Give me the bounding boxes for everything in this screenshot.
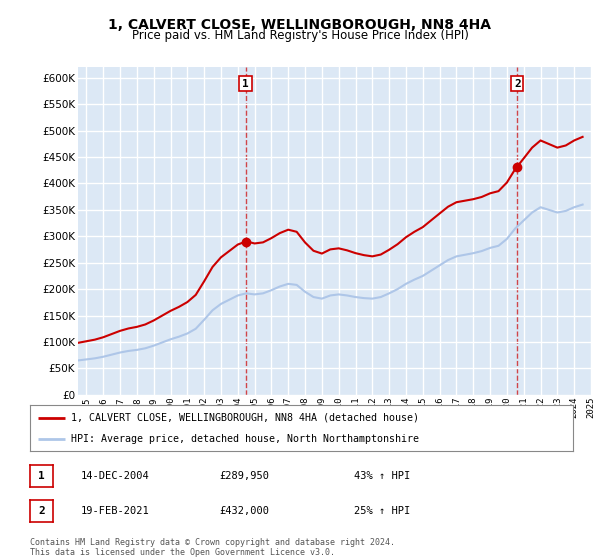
Text: 1, CALVERT CLOSE, WELLINGBOROUGH, NN8 4HA (detached house): 1, CALVERT CLOSE, WELLINGBOROUGH, NN8 4H… [71,413,419,423]
Text: 2: 2 [514,78,521,88]
Text: Contains HM Land Registry data © Crown copyright and database right 2024.
This d: Contains HM Land Registry data © Crown c… [30,538,395,557]
Text: 19-FEB-2021: 19-FEB-2021 [81,506,150,516]
Text: £289,950: £289,950 [219,471,269,481]
Text: 2: 2 [38,506,45,516]
Text: 1, CALVERT CLOSE, WELLINGBOROUGH, NN8 4HA: 1, CALVERT CLOSE, WELLINGBOROUGH, NN8 4H… [109,18,491,32]
Text: 1: 1 [242,78,249,88]
Text: 14-DEC-2004: 14-DEC-2004 [81,471,150,481]
Text: £432,000: £432,000 [219,506,269,516]
Text: 1: 1 [38,471,45,481]
Text: Price paid vs. HM Land Registry's House Price Index (HPI): Price paid vs. HM Land Registry's House … [131,29,469,42]
Text: HPI: Average price, detached house, North Northamptonshire: HPI: Average price, detached house, Nort… [71,435,419,444]
Text: 25% ↑ HPI: 25% ↑ HPI [354,506,410,516]
Text: 43% ↑ HPI: 43% ↑ HPI [354,471,410,481]
